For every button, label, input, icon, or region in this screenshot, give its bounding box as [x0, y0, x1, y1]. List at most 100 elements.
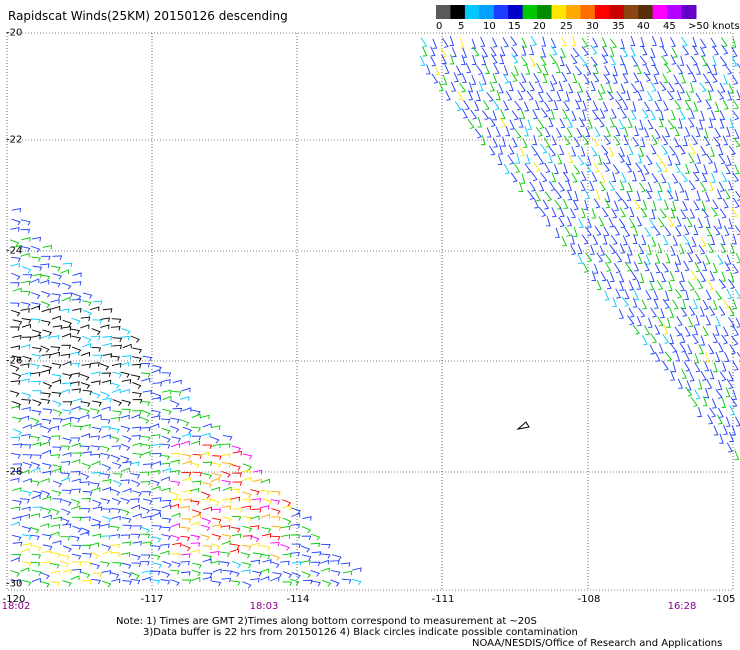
wind-barb [710, 234, 716, 245]
wind-barb [22, 355, 32, 363]
wind-barb [545, 92, 554, 103]
wind-barb [622, 199, 629, 210]
wind-barb [555, 127, 562, 138]
wind-barb [510, 36, 518, 47]
wind-barb [619, 207, 626, 218]
wind-barb [352, 578, 362, 586]
wind-barb [161, 467, 172, 473]
wind-barb [664, 127, 671, 138]
wind-barb [260, 545, 271, 551]
wind-barb [260, 489, 271, 496]
wind-barb [120, 552, 131, 557]
wind-barb [449, 54, 455, 65]
wind-barb [583, 74, 590, 85]
wind-barb [141, 409, 151, 417]
wind-barb [212, 568, 222, 574]
wind-barb [120, 414, 130, 420]
wind-barb [700, 46, 706, 57]
wind-barb [90, 362, 100, 367]
wind-barb [62, 401, 73, 406]
wind-barb [92, 499, 102, 507]
wind-barb [722, 424, 728, 435]
wind-barb [120, 335, 130, 341]
wind-barb [31, 494, 41, 500]
wind-barb [72, 452, 82, 457]
wind-barb [633, 225, 639, 236]
wind-barb [667, 216, 674, 227]
wind-barb [51, 293, 62, 299]
wind-barb [62, 282, 72, 290]
wind-barb [623, 64, 629, 75]
wind-barb [260, 478, 271, 484]
wind-barb [190, 542, 201, 547]
wind-barb [455, 65, 462, 76]
wind-barb [20, 280, 31, 286]
wind-barb [132, 347, 143, 354]
wind-barb [231, 464, 241, 471]
wind-barb [240, 552, 251, 559]
wind-barb [573, 190, 579, 201]
wind-barb [81, 497, 92, 503]
wind-barb [551, 74, 558, 85]
wind-barb [665, 253, 671, 264]
wind-barb [716, 414, 723, 425]
wind-barb [721, 334, 729, 345]
wind-barb [20, 548, 30, 554]
wind-barb [711, 172, 717, 183]
wind-barb [679, 55, 685, 66]
wind-barb [242, 476, 252, 482]
wind-barb [121, 562, 132, 569]
wind-barb [121, 408, 132, 414]
wind-barb [221, 479, 232, 486]
wind-barb [624, 289, 630, 300]
wind-barb [711, 398, 717, 409]
wind-barb [169, 503, 180, 509]
wind-barb [60, 517, 70, 525]
wind-barb [221, 540, 231, 546]
wind-barb [102, 342, 112, 348]
wind-barb [132, 391, 142, 398]
wind-barb [722, 135, 729, 146]
wind-barb [701, 208, 709, 219]
wind-barb [729, 431, 734, 443]
wind-barb [131, 363, 142, 369]
wind-barb [62, 319, 72, 327]
wind-barb [674, 99, 682, 110]
wind-barb [40, 300, 51, 309]
wind-barb [211, 425, 221, 430]
wind-barb [212, 523, 222, 529]
wind-barb [90, 524, 101, 529]
wind-barb [647, 244, 652, 255]
wind-barb [518, 146, 525, 157]
wind-barb [721, 271, 727, 282]
wind-barb [51, 435, 61, 440]
wind-barb [689, 82, 695, 93]
wind-barb [619, 180, 625, 191]
legend-swatch [436, 5, 451, 19]
wind-barb [232, 450, 243, 456]
wind-barb [241, 569, 251, 574]
wind-barb [101, 486, 112, 492]
wind-barb [698, 119, 704, 130]
wind-barb [734, 225, 740, 236]
wind-barb [426, 64, 431, 75]
wind-barb [716, 189, 723, 200]
wind-barb [732, 110, 740, 121]
wind-barb [91, 371, 101, 377]
wind-barb [110, 435, 120, 443]
wind-barb [31, 467, 41, 472]
wind-barb [695, 315, 700, 326]
wind-barb [82, 579, 92, 585]
wind-barb [211, 443, 221, 449]
wind-barb [271, 516, 281, 521]
wind-barb [210, 436, 220, 444]
wind-barb [190, 487, 200, 493]
wind-barb [140, 401, 151, 407]
wind-barb [152, 497, 162, 502]
wind-barb [706, 153, 714, 165]
wind-barb [650, 81, 657, 92]
wind-barb [576, 127, 583, 138]
wind-barb [503, 100, 509, 111]
wind-barb [732, 263, 739, 274]
wind-barb [430, 56, 437, 67]
